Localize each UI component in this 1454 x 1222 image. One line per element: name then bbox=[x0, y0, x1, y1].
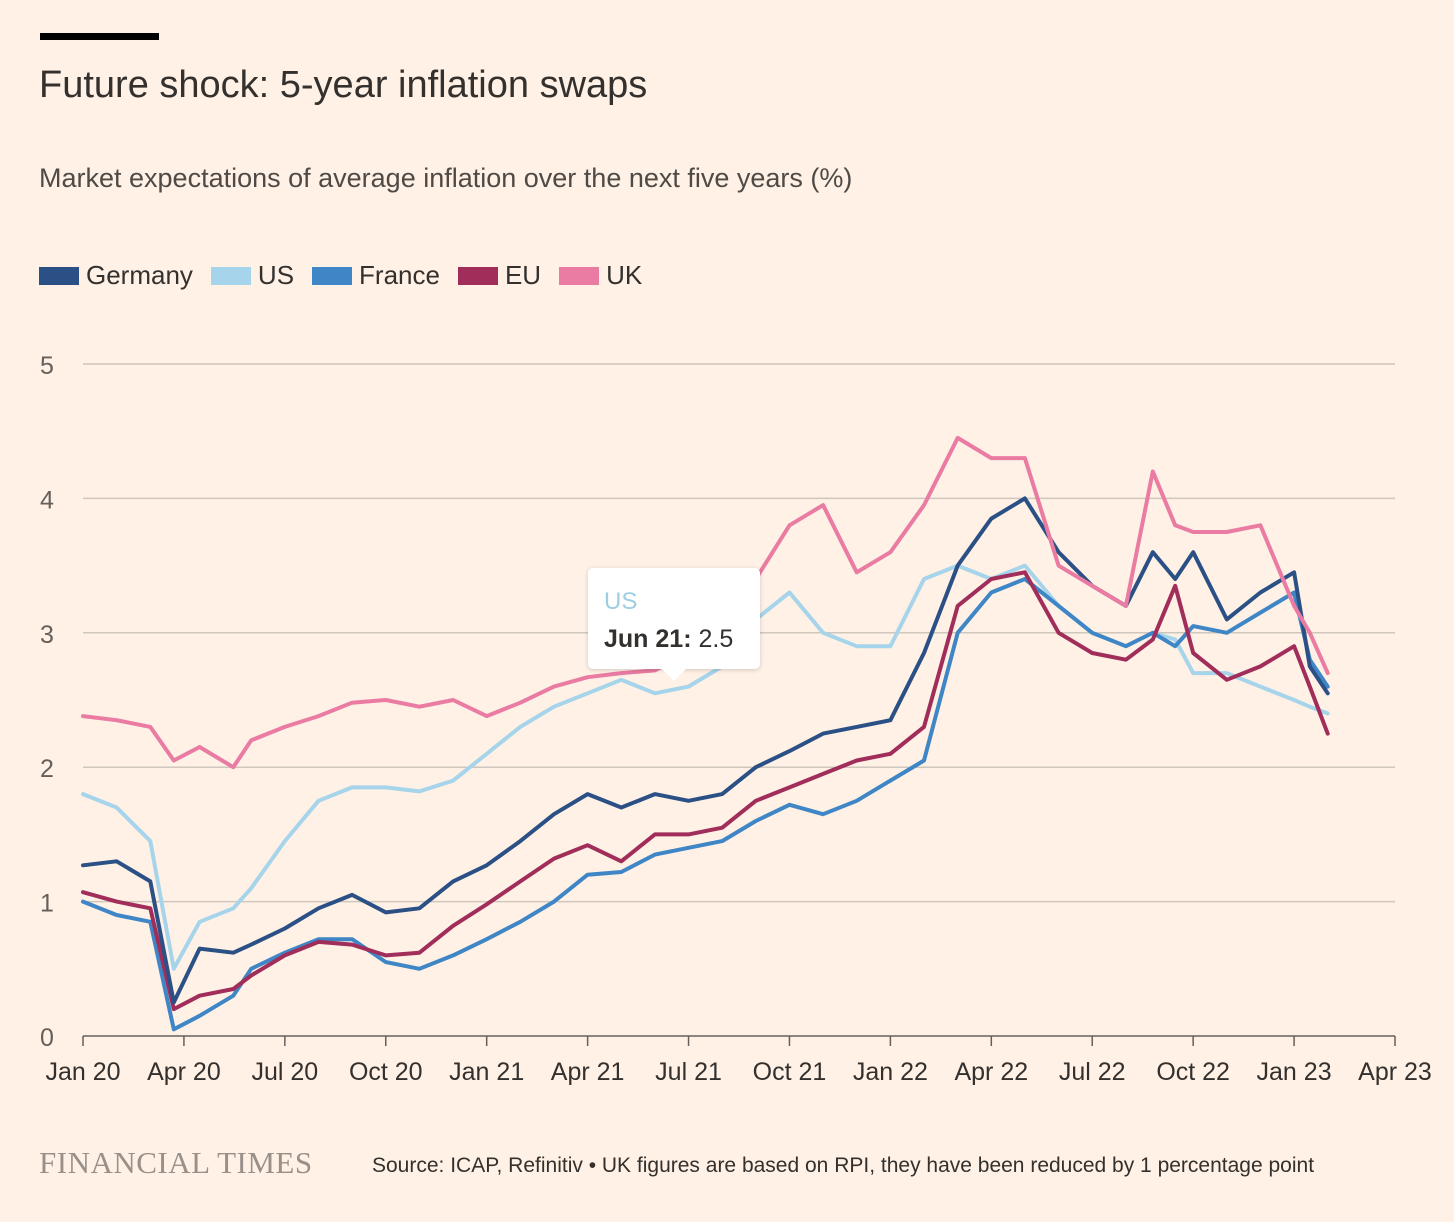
y-tick-label: 2 bbox=[40, 755, 54, 783]
legend-item-us[interactable]: US bbox=[210, 260, 295, 291]
legend-item-germany[interactable]: Germany bbox=[39, 260, 193, 291]
y-tick-label: 1 bbox=[40, 890, 54, 918]
x-tick-label: Jan 23 bbox=[1257, 1058, 1332, 1086]
y-axis-ticks: 0 1 2 3 4 5 bbox=[40, 352, 54, 1052]
tooltip-value: Jun 21: 2.5 bbox=[604, 625, 733, 654]
x-tick-label: Oct 22 bbox=[1156, 1058, 1230, 1086]
tooltip-series-name: US bbox=[604, 588, 638, 615]
legend-item-france[interactable]: France bbox=[312, 260, 440, 291]
x-tick-label: Oct 21 bbox=[753, 1058, 827, 1086]
x-tick-label: Jul 22 bbox=[1059, 1058, 1126, 1086]
y-tick-label: 5 bbox=[40, 352, 54, 380]
x-tick-label: Apr 23 bbox=[1358, 1058, 1432, 1086]
y-tick-label: 3 bbox=[40, 621, 54, 649]
legend-label: UK bbox=[606, 260, 643, 290]
ft-logo: FINANCIAL TIMES bbox=[39, 1145, 313, 1180]
hover-tooltip: US Jun 21: 2.5 bbox=[588, 568, 760, 681]
line-chart[interactable]: 0 1 2 3 4 5 Jan 20 Apr 20 Jul 20 Oct 20 Jan 21 Apr… bbox=[0, 330, 1454, 1100]
legend-swatch bbox=[312, 266, 353, 285]
series-line-germany[interactable] bbox=[81, 496, 1330, 1005]
ft-top-bar bbox=[40, 33, 159, 40]
x-tick-label: Apr 21 bbox=[551, 1058, 625, 1086]
legend-label: US bbox=[257, 260, 295, 290]
x-tick-label: Jan 20 bbox=[45, 1058, 120, 1086]
legend-swatch bbox=[210, 266, 251, 285]
legend-item-eu[interactable]: EU bbox=[457, 260, 542, 291]
legend-item-uk[interactable]: UK bbox=[559, 260, 642, 291]
y-tick-label: 0 bbox=[40, 1024, 54, 1052]
x-tick-label: Jul 21 bbox=[655, 1058, 722, 1086]
y-tick-label: 4 bbox=[40, 486, 54, 514]
x-tick-label: Apr 20 bbox=[147, 1058, 221, 1086]
x-tick-label: Jan 21 bbox=[449, 1058, 524, 1086]
legend-swatch bbox=[39, 266, 79, 285]
legend-label: Germany bbox=[86, 260, 193, 290]
x-axis: Jan 20 Apr 20 Jul 20 Oct 20 Jan 21 Apr 21 Jul … bbox=[45, 1035, 1432, 1086]
legend: Germany US France EU UK bbox=[39, 260, 660, 291]
x-tick-label: Jan 22 bbox=[853, 1058, 928, 1086]
legend-label: France bbox=[359, 260, 440, 290]
legend-swatch bbox=[559, 266, 600, 285]
tooltip-number: 2.5 bbox=[698, 625, 734, 653]
source-note: Source: ICAP, Refinitiv • UK figures are… bbox=[372, 1154, 1315, 1177]
x-tick-label: Jul 20 bbox=[251, 1058, 318, 1086]
chart-subtitle: Market expectations of average inflation… bbox=[39, 163, 853, 193]
x-tick-label: Oct 20 bbox=[349, 1058, 423, 1086]
legend-label: EU bbox=[504, 260, 542, 290]
chart-title: Future shock: 5-year inflation swaps bbox=[39, 64, 648, 106]
series-line-france[interactable] bbox=[81, 577, 1330, 1032]
legend-swatch bbox=[457, 266, 498, 285]
series-lines[interactable] bbox=[81, 435, 1330, 1032]
series-line-eu[interactable] bbox=[81, 570, 1330, 1012]
tooltip-date: Jun 21: bbox=[604, 625, 692, 653]
x-tick-label: Apr 22 bbox=[954, 1058, 1028, 1086]
